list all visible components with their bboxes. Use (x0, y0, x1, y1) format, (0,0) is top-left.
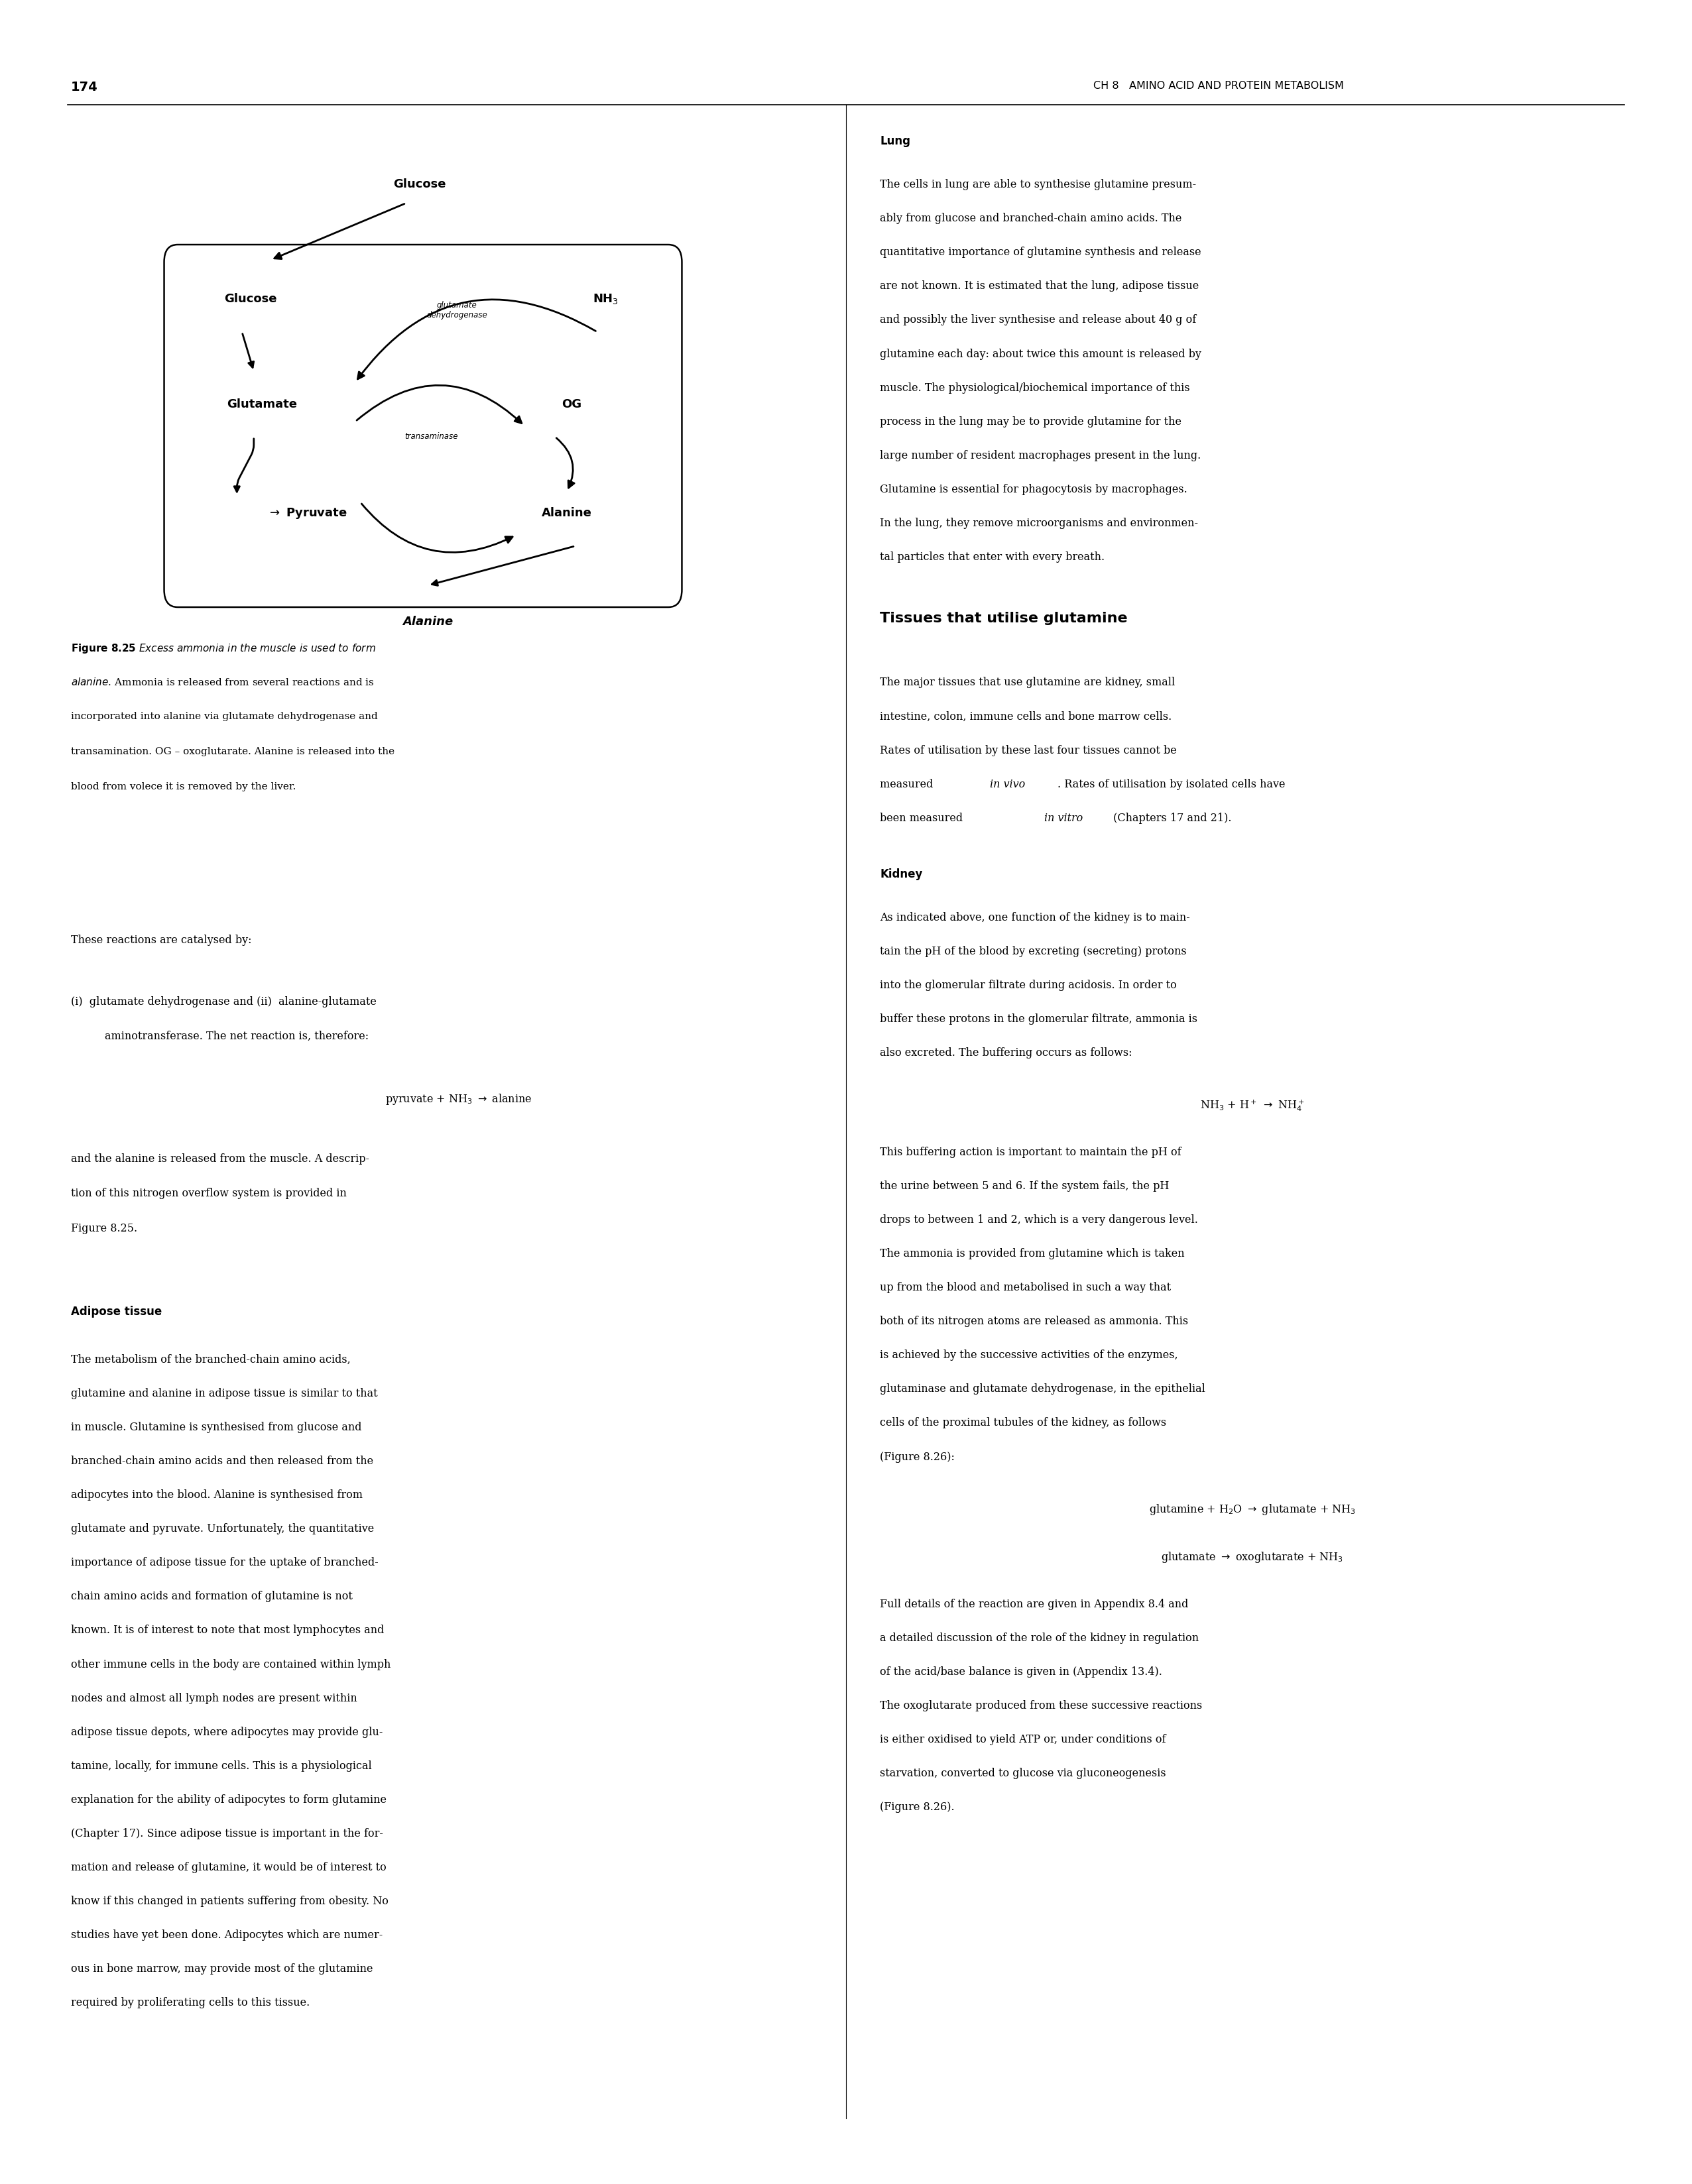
Text: chain amino acids and formation of glutamine is not: chain amino acids and formation of gluta… (71, 1592, 352, 1603)
Text: transamination. OG – oxoglutarate. Alanine is released into the: transamination. OG – oxoglutarate. Alani… (71, 747, 394, 756)
Text: know if this changed in patients suffering from obesity. No: know if this changed in patients sufferi… (71, 1896, 389, 1907)
Text: (i)  glutamate dehydrogenase and (ii)  alanine-glutamate: (i) glutamate dehydrogenase and (ii) ala… (71, 996, 377, 1007)
Text: intestine, colon, immune cells and bone marrow cells.: intestine, colon, immune cells and bone … (880, 710, 1173, 723)
Text: drops to between 1 and 2, which is a very dangerous level.: drops to between 1 and 2, which is a ver… (880, 1214, 1198, 1225)
Text: into the glomerular filtrate during acidosis. In order to: into the glomerular filtrate during acid… (880, 978, 1176, 992)
Text: pyruvate + NH$_3$ $\rightarrow$ alanine: pyruvate + NH$_3$ $\rightarrow$ alanine (386, 1092, 531, 1105)
Text: explanation for the ability of adipocytes to form glutamine: explanation for the ability of adipocyte… (71, 1795, 387, 1806)
Text: in vivo: in vivo (990, 778, 1025, 791)
Text: glutamate $\rightarrow$ oxoglutarate + NH$_3$: glutamate $\rightarrow$ oxoglutarate + N… (1161, 1551, 1343, 1564)
Text: glutamate
dehydrogenase: glutamate dehydrogenase (426, 301, 487, 319)
Text: Glutamate: Glutamate (227, 397, 298, 411)
Text: tal particles that enter with every breath.: tal particles that enter with every brea… (880, 550, 1105, 563)
Text: also excreted. The buffering occurs as follows:: also excreted. The buffering occurs as f… (880, 1046, 1132, 1059)
Text: Alanine: Alanine (403, 616, 453, 627)
Text: transaminase: transaminase (404, 432, 459, 441)
Text: The cells in lung are able to synthesise glutamine presum-: The cells in lung are able to synthesise… (880, 179, 1196, 190)
Text: Rates of utilisation by these last four tissues cannot be: Rates of utilisation by these last four … (880, 745, 1176, 756)
Text: NH$_3$: NH$_3$ (592, 293, 619, 306)
Text: importance of adipose tissue for the uptake of branched-: importance of adipose tissue for the upt… (71, 1557, 379, 1568)
Text: ous in bone marrow, may provide most of the glutamine: ous in bone marrow, may provide most of … (71, 1963, 372, 1974)
FancyArrowPatch shape (357, 384, 521, 424)
Text: (Figure 8.26):: (Figure 8.26): (880, 1450, 954, 1463)
Text: (Chapter 17). Since adipose tissue is important in the for-: (Chapter 17). Since adipose tissue is im… (71, 1828, 384, 1839)
Text: studies have yet been done. Adipocytes which are numer-: studies have yet been done. Adipocytes w… (71, 1931, 382, 1942)
Text: Tissues that utilise glutamine: Tissues that utilise glutamine (880, 612, 1127, 625)
Text: up from the blood and metabolised in such a way that: up from the blood and metabolised in suc… (880, 1282, 1171, 1293)
Text: NH$_3$ + H$^+$ $\rightarrow$ NH$_4^+$: NH$_3$ + H$^+$ $\rightarrow$ NH$_4^+$ (1200, 1099, 1305, 1114)
Text: the urine between 5 and 6. If the system fails, the pH: the urine between 5 and 6. If the system… (880, 1179, 1169, 1192)
Text: adipose tissue depots, where adipocytes may provide glu-: adipose tissue depots, where adipocytes … (71, 1728, 382, 1738)
Text: in vitro: in vitro (1044, 812, 1083, 823)
Text: been measured: been measured (880, 812, 966, 823)
Text: ably from glucose and branched-chain amino acids. The: ably from glucose and branched-chain ami… (880, 214, 1181, 225)
Text: process in the lung may be to provide glutamine for the: process in the lung may be to provide gl… (880, 415, 1181, 428)
Text: Lung: Lung (880, 135, 910, 146)
Text: Adipose tissue: Adipose tissue (71, 1306, 162, 1317)
Text: aminotransferase. The net reaction is, therefore:: aminotransferase. The net reaction is, t… (105, 1031, 369, 1042)
Text: The metabolism of the branched-chain amino acids,: The metabolism of the branched-chain ami… (71, 1354, 350, 1365)
Text: As indicated above, one function of the kidney is to main-: As indicated above, one function of the … (880, 911, 1189, 924)
Text: (Chapters 17 and 21).: (Chapters 17 and 21). (1110, 812, 1232, 823)
Text: 174: 174 (71, 81, 98, 94)
Text: starvation, converted to glucose via gluconeogenesis: starvation, converted to glucose via glu… (880, 1767, 1166, 1780)
Text: blood from volece it is removed by the liver.: blood from volece it is removed by the l… (71, 782, 296, 791)
Text: nodes and almost all lymph nodes are present within: nodes and almost all lymph nodes are pre… (71, 1693, 357, 1704)
Text: Glucose: Glucose (223, 293, 277, 306)
Text: The oxoglutarate produced from these successive reactions: The oxoglutarate produced from these suc… (880, 1699, 1203, 1712)
Text: incorporated into alanine via glutamate dehydrogenase and: incorporated into alanine via glutamate … (71, 712, 377, 721)
Text: . Rates of utilisation by isolated cells have: . Rates of utilisation by isolated cells… (1058, 778, 1286, 791)
Text: Glucose: Glucose (393, 179, 447, 190)
Text: a detailed discussion of the role of the kidney in regulation: a detailed discussion of the role of the… (880, 1631, 1200, 1645)
Text: known. It is of interest to note that most lymphocytes and: known. It is of interest to note that mo… (71, 1625, 384, 1636)
Text: buffer these protons in the glomerular filtrate, ammonia is: buffer these protons in the glomerular f… (880, 1013, 1198, 1024)
Text: tion of this nitrogen overflow system is provided in: tion of this nitrogen overflow system is… (71, 1188, 347, 1199)
Text: are not known. It is estimated that the lung, adipose tissue: are not known. It is estimated that the … (880, 280, 1200, 293)
Text: tain the pH of the blood by excreting (secreting) protons: tain the pH of the blood by excreting (s… (880, 946, 1186, 957)
Text: glutamine each day: about twice this amount is released by: glutamine each day: about twice this amo… (880, 347, 1201, 360)
Text: These reactions are catalysed by:: These reactions are catalysed by: (71, 935, 252, 946)
Text: $\it{alanine}$. Ammonia is released from several reactions and is: $\it{alanine}$. Ammonia is released from… (71, 677, 374, 688)
Text: Kidney: Kidney (880, 867, 922, 880)
Text: is either oxidised to yield ATP or, under conditions of: is either oxidised to yield ATP or, unde… (880, 1734, 1166, 1745)
Text: of the acid/base balance is given in (Appendix 13.4).: of the acid/base balance is given in (Ap… (880, 1666, 1162, 1677)
Text: $\bf{Figure\ 8.25}$ $\it{Excess\ ammonia\ in\ the\ muscle\ is\ used\ to\ form}$: $\bf{Figure\ 8.25}$ $\it{Excess\ ammonia… (71, 642, 376, 655)
Text: and the alanine is released from the muscle. A descrip-: and the alanine is released from the mus… (71, 1153, 369, 1164)
Text: This buffering action is important to maintain the pH of: This buffering action is important to ma… (880, 1147, 1181, 1158)
Text: measured: measured (880, 778, 937, 791)
Text: mation and release of glutamine, it would be of interest to: mation and release of glutamine, it woul… (71, 1863, 386, 1874)
Text: other immune cells in the body are contained within lymph: other immune cells in the body are conta… (71, 1660, 391, 1671)
Text: and possibly the liver synthesise and release about 40 g of: and possibly the liver synthesise and re… (880, 314, 1196, 325)
Text: (Figure 8.26).: (Figure 8.26). (880, 1802, 954, 1813)
Text: Full details of the reaction are given in Appendix 8.4 and: Full details of the reaction are given i… (880, 1599, 1188, 1610)
Text: In the lung, they remove microorganisms and environmen-: In the lung, they remove microorganisms … (880, 518, 1198, 529)
Text: both of its nitrogen atoms are released as ammonia. This: both of its nitrogen atoms are released … (880, 1315, 1188, 1328)
Text: glutamine and alanine in adipose tissue is similar to that: glutamine and alanine in adipose tissue … (71, 1389, 377, 1400)
Text: tamine, locally, for immune cells. This is a physiological: tamine, locally, for immune cells. This … (71, 1760, 372, 1771)
Text: $\rightarrow$ Pyruvate: $\rightarrow$ Pyruvate (267, 507, 347, 520)
Text: in muscle. Glutamine is synthesised from glucose and: in muscle. Glutamine is synthesised from… (71, 1422, 362, 1433)
Text: The ammonia is provided from glutamine which is taken: The ammonia is provided from glutamine w… (880, 1247, 1184, 1260)
Text: glutaminase and glutamate dehydrogenase, in the epithelial: glutaminase and glutamate dehydrogenase,… (880, 1382, 1205, 1396)
Text: Glutamine is essential for phagocytosis by macrophages.: Glutamine is essential for phagocytosis … (880, 483, 1188, 496)
Text: muscle. The physiological/biochemical importance of this: muscle. The physiological/biochemical im… (880, 382, 1189, 393)
FancyArrowPatch shape (362, 505, 513, 553)
FancyBboxPatch shape (164, 245, 682, 607)
FancyArrowPatch shape (557, 439, 574, 487)
Text: branched-chain amino acids and then released from the: branched-chain amino acids and then rele… (71, 1457, 374, 1468)
Text: required by proliferating cells to this tissue.: required by proliferating cells to this … (71, 1998, 310, 2009)
Text: glutamate and pyruvate. Unfortunately, the quantitative: glutamate and pyruvate. Unfortunately, t… (71, 1524, 374, 1535)
Text: cells of the proximal tubules of the kidney, as follows: cells of the proximal tubules of the kid… (880, 1417, 1166, 1428)
Text: OG: OG (562, 397, 582, 411)
Text: The major tissues that use glutamine are kidney, small: The major tissues that use glutamine are… (880, 677, 1174, 688)
Text: large number of resident macrophages present in the lung.: large number of resident macrophages pre… (880, 450, 1201, 461)
Text: Alanine: Alanine (541, 507, 592, 520)
Text: quantitative importance of glutamine synthesis and release: quantitative importance of glutamine syn… (880, 247, 1201, 258)
Text: adipocytes into the blood. Alanine is synthesised from: adipocytes into the blood. Alanine is sy… (71, 1489, 362, 1500)
Text: CH 8   AMINO ACID AND PROTEIN METABOLISM: CH 8 AMINO ACID AND PROTEIN METABOLISM (1093, 81, 1343, 92)
Text: glutamine + H$_2$O $\rightarrow$ glutamate + NH$_3$: glutamine + H$_2$O $\rightarrow$ glutama… (1149, 1503, 1355, 1516)
Text: Figure 8.25.: Figure 8.25. (71, 1223, 137, 1234)
FancyArrowPatch shape (357, 299, 596, 380)
Text: is achieved by the successive activities of the enzymes,: is achieved by the successive activities… (880, 1350, 1178, 1361)
